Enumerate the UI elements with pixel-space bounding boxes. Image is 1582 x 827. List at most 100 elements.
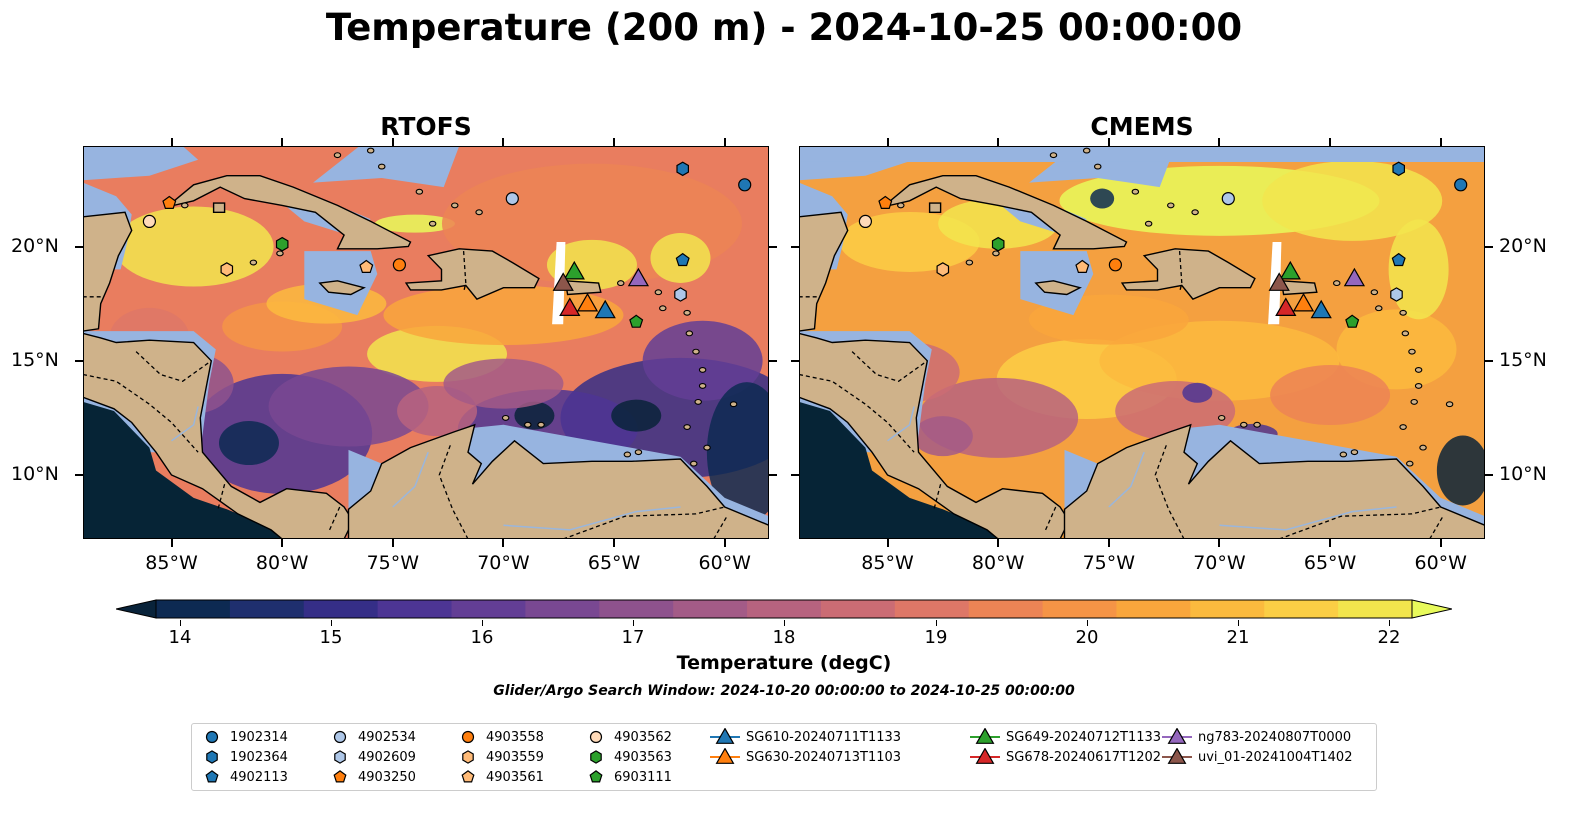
lon-tick-top bbox=[886, 138, 889, 146]
marker-SG610-20240711T1133 bbox=[1310, 299, 1332, 319]
legend-marker-icon bbox=[970, 728, 1000, 744]
legend-label: 4903563 bbox=[614, 749, 672, 765]
lat-label-right-10: 10°N bbox=[1499, 463, 1547, 486]
lon-tick bbox=[997, 539, 1000, 547]
cmems-map-svg bbox=[799, 146, 1485, 539]
legend-marker-icon bbox=[710, 748, 740, 764]
legend-label: 6903111 bbox=[614, 769, 672, 785]
lon-tick-top bbox=[1218, 138, 1221, 146]
marker-4903558 bbox=[1108, 258, 1122, 272]
legend-label: 4903250 bbox=[358, 769, 416, 785]
legend-marker-icon bbox=[461, 730, 475, 744]
colorbar-tick-mark bbox=[1238, 620, 1239, 626]
legend-item-4903562: 4903562 bbox=[584, 728, 672, 746]
legend-item-4902609: 4902609 bbox=[328, 748, 416, 766]
lon-tick-top bbox=[723, 138, 726, 146]
marker-4903250 bbox=[878, 195, 893, 209]
lat-tick bbox=[75, 245, 83, 248]
lon-tick-top bbox=[1329, 138, 1332, 146]
legend-marker-icon bbox=[205, 730, 219, 744]
legend-item-SG630-20240713T1103: SG630-20240713T1103 bbox=[710, 748, 901, 766]
marker-4902609 bbox=[674, 287, 687, 302]
lon-label--70: 70°W bbox=[477, 552, 530, 574]
search-window-note: Glider/Argo Search Window: 2024-10-20 00… bbox=[493, 683, 1075, 699]
legend-item-ng783-20240807T0000: ng783-20240807T0000 bbox=[1162, 728, 1351, 746]
marker-4903563 bbox=[275, 236, 289, 252]
lat-tick bbox=[791, 359, 799, 362]
lon-label--80: 80°W bbox=[971, 552, 1025, 574]
marker-4903559 bbox=[220, 262, 234, 277]
colorbar-tick-label: 19 bbox=[924, 627, 948, 648]
colorbar-tick-mark bbox=[784, 620, 785, 626]
colorbar-tick-mark bbox=[331, 620, 332, 626]
legend-marker-icon bbox=[333, 770, 347, 783]
legend-label: 1902314 bbox=[230, 729, 288, 745]
lon-label--75: 75°W bbox=[366, 552, 420, 574]
panel-title-rtofs: RTOFS bbox=[380, 112, 472, 141]
lat-label-left-20: 20°N bbox=[11, 234, 59, 257]
marker-4903559 bbox=[936, 262, 950, 277]
marker-1902314 bbox=[1454, 178, 1468, 192]
lon-tick bbox=[1218, 539, 1221, 547]
lat-tick-right bbox=[769, 359, 777, 362]
marker-uvi_01-20241004T1402 bbox=[552, 272, 574, 291]
legend-label: uvi_01-20241004T1402 bbox=[1198, 749, 1353, 765]
lon-tick bbox=[281, 539, 284, 547]
lon-tick bbox=[502, 539, 505, 547]
legend-marker-icon bbox=[589, 730, 603, 744]
lon-tick-top bbox=[502, 138, 505, 146]
lat-tick bbox=[791, 245, 799, 248]
legend-marker-icon bbox=[710, 728, 740, 744]
legend-item-4903250: 4903250 bbox=[328, 768, 416, 786]
marker-ng783-20240807T0000 bbox=[1343, 267, 1366, 287]
legend-label: 4902534 bbox=[358, 729, 416, 745]
legend-item-6903111: 6903111 bbox=[584, 768, 672, 786]
lat-tick-right bbox=[769, 245, 777, 248]
marker-uvi_01-20241004T1402 bbox=[1268, 272, 1290, 291]
lat-tick-right bbox=[1485, 474, 1493, 477]
legend-item-SG649-20240712T1133: SG649-20240712T1133 bbox=[970, 728, 1161, 746]
lat-tick bbox=[791, 474, 799, 477]
lat-label-right-20: 20°N bbox=[1499, 234, 1547, 257]
lat-tick-right bbox=[769, 474, 777, 477]
legend-marker-icon bbox=[462, 750, 474, 764]
marker-4902609 bbox=[1390, 287, 1403, 302]
legend-marker-icon bbox=[333, 730, 347, 744]
marker-SG649-20240712T1133 bbox=[563, 260, 585, 280]
lon-tick-top bbox=[1107, 138, 1110, 146]
legend-marker-icon bbox=[1162, 748, 1192, 764]
lon-tick bbox=[1439, 539, 1442, 547]
lon-label--75: 75°W bbox=[1082, 552, 1136, 574]
colorbar-tick-mark bbox=[482, 620, 483, 626]
legend-item-4903559: 4903559 bbox=[456, 748, 544, 766]
legend-label: SG649-20240712T1133 bbox=[1006, 729, 1162, 745]
legend-item-4902113: 4902113 bbox=[200, 768, 288, 786]
lon-tick bbox=[391, 539, 394, 547]
lat-tick bbox=[75, 359, 83, 362]
marker-SG630-20240713T1103 bbox=[576, 292, 599, 312]
lon-tick-top bbox=[391, 138, 394, 146]
lat-label-left-10: 10°N bbox=[11, 463, 59, 486]
rtofs-map-panel bbox=[83, 146, 769, 539]
lon-label--60: 60°W bbox=[1414, 552, 1467, 574]
colorbar-tick-label: 14 bbox=[168, 627, 192, 648]
legend-item-4903558: 4903558 bbox=[456, 728, 544, 746]
legend-marker-icon bbox=[461, 770, 475, 783]
panel-title-cmems: CMEMS bbox=[1090, 112, 1194, 141]
figure-title: Temperature (200 m) - 2024-10-25 00:00:0… bbox=[325, 6, 1243, 49]
lon-label--65: 65°W bbox=[1303, 552, 1357, 574]
legend-item-4902534: 4902534 bbox=[328, 728, 416, 746]
legend-marker-icon bbox=[590, 750, 602, 764]
marker-1902314 bbox=[738, 178, 752, 192]
marker-ng783-20240807T0000 bbox=[627, 267, 650, 287]
rtofs-map-svg bbox=[83, 146, 769, 539]
marker-SG610-20240711T1133 bbox=[594, 299, 616, 319]
marker-4903562 bbox=[142, 214, 157, 229]
colorbar-tick-label: 22 bbox=[1377, 627, 1401, 648]
colorbar bbox=[116, 599, 1452, 619]
legend-marker-icon bbox=[334, 750, 346, 764]
legend-label: SG678-20240617T1202 bbox=[1006, 749, 1162, 765]
legend-marker-icon bbox=[589, 770, 603, 783]
marker-4902113 bbox=[1391, 252, 1406, 267]
lat-label-right-15: 15°N bbox=[1499, 348, 1547, 371]
